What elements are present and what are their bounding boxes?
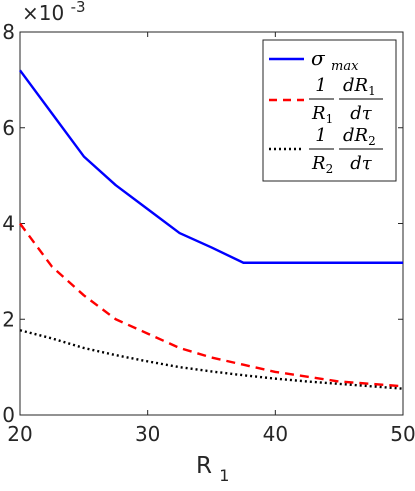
y-axis-exponent-label: ×10 -3 (22, 0, 86, 25)
x-axis-label-var: R (196, 453, 212, 479)
y-tick-label: 8 (2, 20, 15, 44)
legend-r2-frac1-num: 1 (315, 125, 326, 146)
series-group (19, 69, 404, 390)
y-tick-label: 6 (2, 116, 15, 140)
axis-ticks: 20 30 40 50 0 2 4 6 8 (2, 20, 415, 446)
series-line-3 (19, 329, 404, 390)
legend-r1-frac1-num: 1 (315, 75, 326, 96)
legend-r1-frac2-num: dR1 (343, 75, 376, 98)
y-tick-label: 2 (2, 307, 15, 331)
legend-box (262, 39, 397, 182)
legend-r1-frac1-den: R1 (311, 103, 333, 126)
y-axis-exponent-power: -3 (71, 0, 86, 16)
x-axis-label-sub: 1 (219, 466, 229, 485)
series-line-2 (19, 222, 404, 388)
series-line-1 (19, 69, 403, 264)
legend-label-sigma-max: σ max (311, 46, 359, 74)
x-tick-label: 50 (390, 422, 415, 446)
x-tick-label: 20 (7, 422, 32, 446)
x-axis-label: R 1 (196, 453, 229, 485)
y-axis-exponent-base: ×10 (22, 1, 64, 25)
legend-label-r2-rate: 1 R2 dR2 dτ (309, 125, 383, 176)
legend-r2-frac2-num: dR2 (343, 125, 376, 148)
legend-sigma-subscript: max (331, 59, 359, 74)
y-tick-label: 0 (2, 403, 15, 427)
y-tick-label: 4 (2, 212, 15, 236)
legend-r2-frac1-den: R2 (311, 153, 333, 176)
legend: σ max 1 R1 dR1 dτ 1 R2 dR2 (262, 39, 397, 182)
legend-label-r1-rate: 1 R1 dR1 dτ (309, 75, 383, 126)
legend-sigma-symbol: σ (311, 46, 326, 70)
legend-r2-frac2-den: dτ (350, 153, 373, 174)
legend-r1-frac2-den: dτ (350, 103, 373, 124)
x-tick-label: 30 (135, 422, 160, 446)
x-tick-label: 40 (263, 422, 288, 446)
